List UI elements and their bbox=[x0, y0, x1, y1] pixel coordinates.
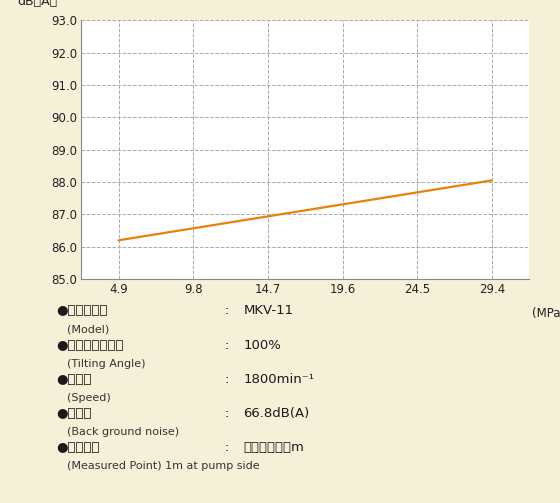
Text: :: : bbox=[224, 441, 228, 454]
Text: :: : bbox=[224, 407, 228, 420]
Text: dB（A）: dB（A） bbox=[17, 0, 57, 8]
Text: ポンプ側面１m: ポンプ側面１m bbox=[244, 441, 305, 454]
Text: :: : bbox=[224, 304, 228, 317]
Text: 100%: 100% bbox=[244, 339, 282, 352]
Text: MKV-11: MKV-11 bbox=[244, 304, 294, 317]
Text: (Back ground noise): (Back ground noise) bbox=[67, 427, 179, 437]
Text: (MPa): (MPa) bbox=[532, 307, 560, 320]
Text: (Speed): (Speed) bbox=[67, 393, 111, 403]
Text: ●回転数: ●回転数 bbox=[56, 373, 91, 386]
Text: 66.8dB(A): 66.8dB(A) bbox=[244, 407, 310, 420]
Text: 1800min⁻¹: 1800min⁻¹ bbox=[244, 373, 315, 386]
Text: ●測定位置: ●測定位置 bbox=[56, 441, 100, 454]
Text: ●ポンプ方板角度: ●ポンプ方板角度 bbox=[56, 339, 124, 352]
Text: (Tilting Angle): (Tilting Angle) bbox=[67, 359, 146, 369]
Text: (Measured Point) 1m at pump side: (Measured Point) 1m at pump side bbox=[67, 461, 260, 471]
Text: (Model): (Model) bbox=[67, 324, 109, 334]
Text: ●暗騒音: ●暗騒音 bbox=[56, 407, 91, 420]
Text: ●ポンプ形式: ●ポンプ形式 bbox=[56, 304, 108, 317]
Text: :: : bbox=[224, 339, 228, 352]
Text: :: : bbox=[224, 373, 228, 386]
